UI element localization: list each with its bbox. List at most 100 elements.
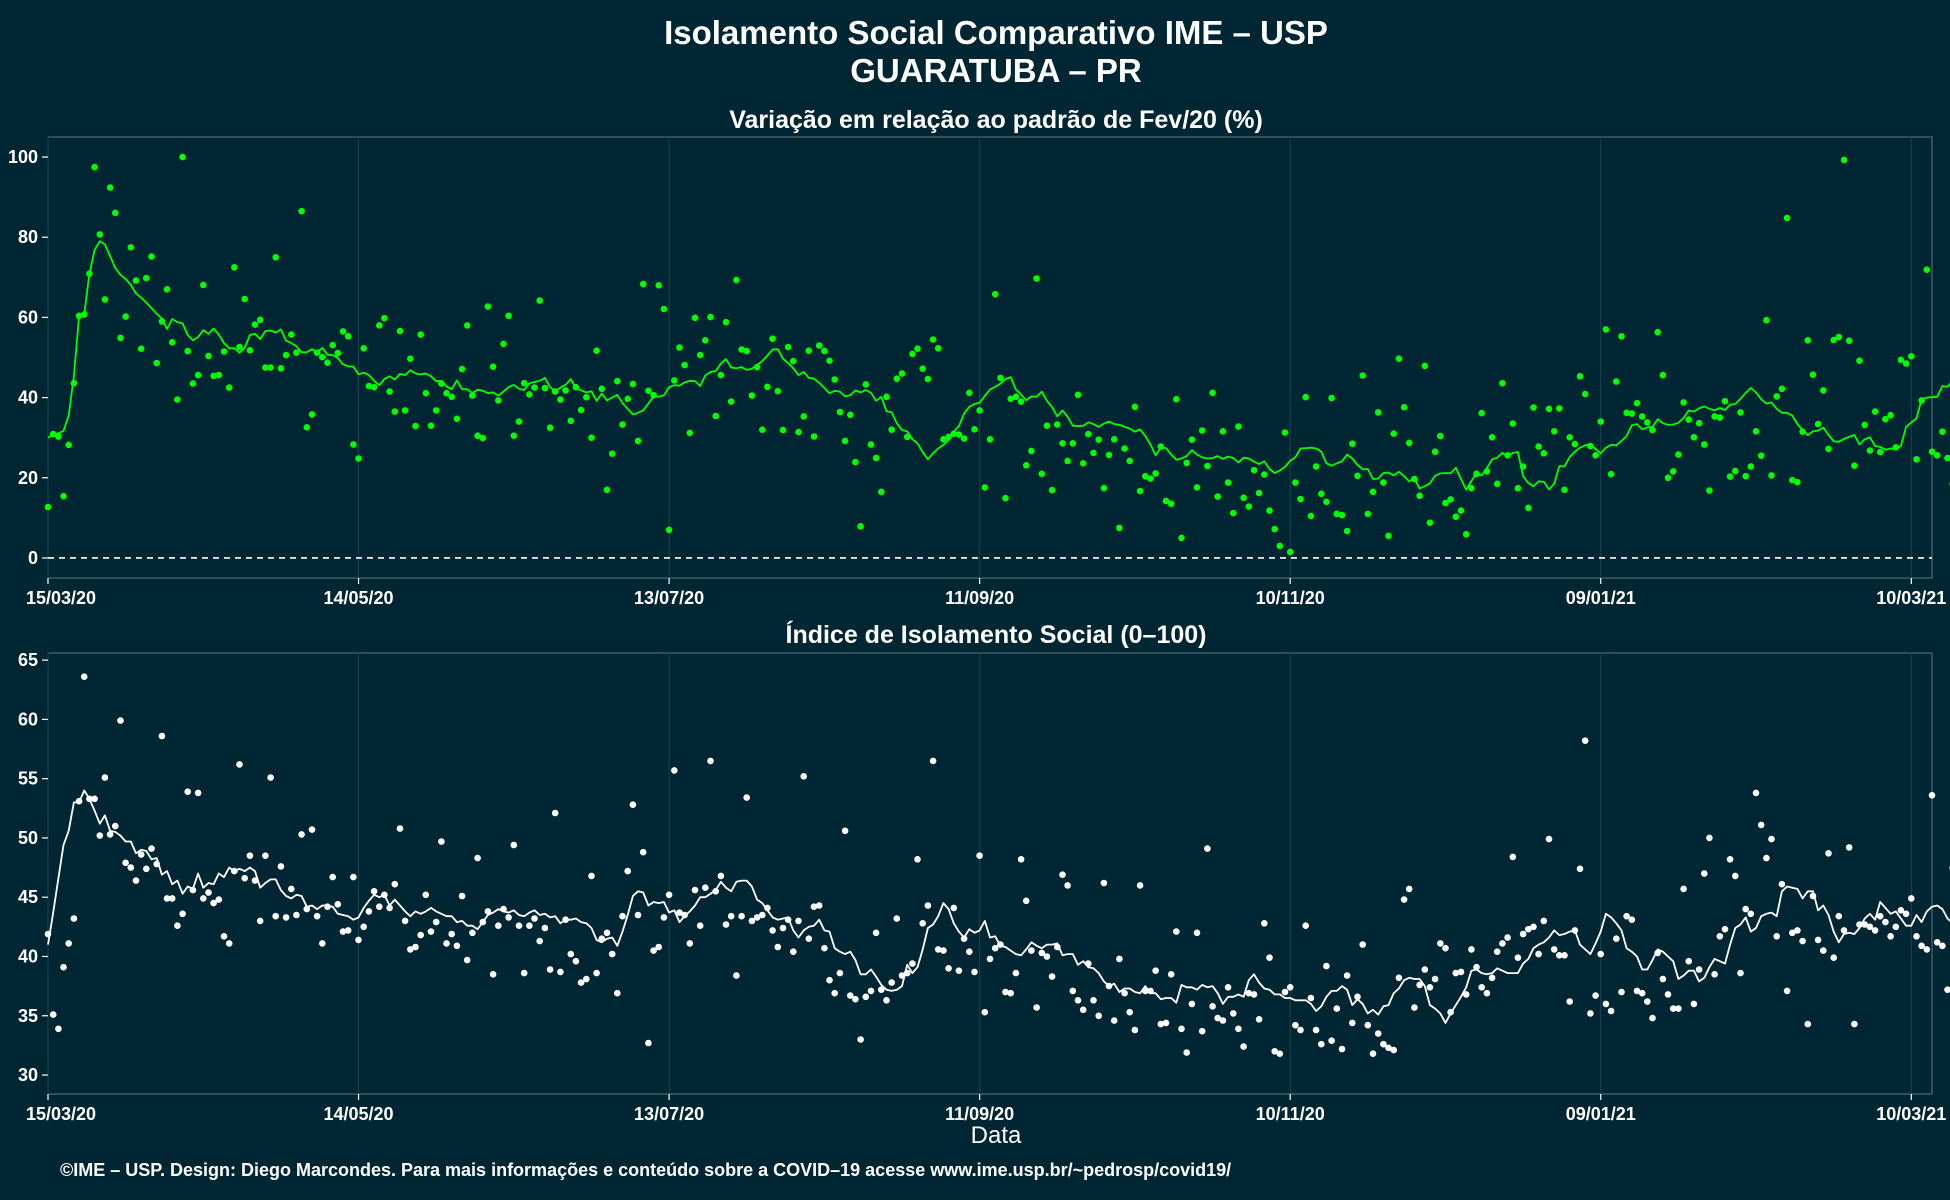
data-point [422, 389, 430, 397]
data-point [955, 431, 963, 438]
data-point [1240, 1043, 1247, 1050]
data-point [1763, 316, 1770, 324]
data-point [122, 313, 129, 320]
data-point [1902, 360, 1910, 367]
data-point [489, 971, 497, 978]
data-point [536, 297, 543, 304]
data-point [179, 910, 186, 918]
data-point [1902, 910, 1910, 918]
data-point [893, 375, 901, 383]
data-point [805, 347, 813, 355]
data-point [1136, 487, 1144, 495]
data-point [1437, 940, 1444, 947]
data-point [924, 375, 932, 383]
data-point [546, 424, 554, 432]
data-point [1292, 1021, 1299, 1029]
data-point [1618, 988, 1625, 996]
data-point [1421, 966, 1429, 973]
data-point [225, 384, 233, 391]
data-point [1664, 474, 1672, 482]
data-point [790, 357, 797, 365]
data-point [277, 863, 285, 870]
data-point [608, 950, 616, 958]
data-point [1188, 1000, 1196, 1008]
data-point [1794, 927, 1801, 934]
data-point [1814, 420, 1822, 428]
data-point [1535, 443, 1542, 450]
data-point [1804, 337, 1812, 344]
data-point [298, 207, 305, 215]
data-point [106, 831, 114, 838]
data-point [495, 922, 502, 929]
data-point [976, 852, 983, 859]
data-point [1556, 405, 1563, 412]
data-point [1452, 969, 1460, 977]
data-point [1845, 337, 1853, 345]
data-point [878, 488, 885, 496]
data-point [764, 904, 771, 912]
data-point [1416, 492, 1423, 500]
data-point [1064, 457, 1071, 465]
data-point [200, 281, 207, 289]
data-point [1167, 971, 1175, 978]
data-point [1701, 441, 1708, 448]
data-point [1504, 452, 1511, 459]
data-point [541, 384, 549, 392]
data-point [603, 929, 611, 937]
data-point [319, 940, 326, 947]
data-point [1426, 519, 1434, 526]
data-point [1002, 494, 1009, 502]
data-point [810, 903, 818, 910]
data-point [515, 922, 523, 929]
data-point [1364, 510, 1372, 518]
data-point [1224, 984, 1232, 991]
data-point [137, 345, 145, 353]
data-point [815, 342, 823, 349]
data-point [256, 917, 264, 925]
data-point [272, 253, 280, 261]
data-point [1038, 470, 1046, 478]
data-point [759, 911, 766, 919]
data-point [753, 914, 761, 921]
data-point [634, 911, 642, 919]
data-point [1447, 496, 1454, 503]
data-point [1369, 1050, 1377, 1057]
data-point [1095, 1012, 1102, 1020]
data-point [986, 955, 994, 963]
data-point [593, 347, 600, 355]
data-point [262, 852, 269, 859]
data-point [686, 429, 694, 437]
x-tick-label: 09/01/21 [1566, 1104, 1636, 1124]
data-point [1716, 933, 1724, 940]
data-point [1142, 472, 1149, 480]
data-point [1214, 1014, 1221, 1022]
data-point [1059, 440, 1066, 447]
data-point [91, 163, 98, 171]
data-point [1323, 498, 1330, 506]
data-point [702, 884, 709, 891]
data-point [1685, 416, 1692, 423]
data-point [80, 673, 88, 680]
data-point [655, 282, 662, 289]
data-point [313, 912, 321, 920]
data-point [168, 895, 176, 902]
data-point [510, 432, 518, 440]
data-point [1587, 1010, 1594, 1017]
data-point [1048, 486, 1056, 494]
y-tick-label: 60 [18, 709, 38, 729]
data-point [800, 413, 807, 420]
data-point [805, 935, 813, 942]
data-point [1054, 421, 1061, 428]
data-point [303, 905, 311, 913]
data-point [991, 944, 999, 952]
data-point [1095, 436, 1102, 444]
data-point [784, 343, 792, 351]
data-point [1695, 419, 1703, 427]
data-point [453, 415, 461, 423]
data-point [1452, 513, 1460, 520]
data-point [919, 365, 926, 373]
data-point [1840, 156, 1848, 164]
data-point [883, 393, 890, 401]
data-point [1374, 1030, 1382, 1037]
data-point [1566, 998, 1573, 1005]
